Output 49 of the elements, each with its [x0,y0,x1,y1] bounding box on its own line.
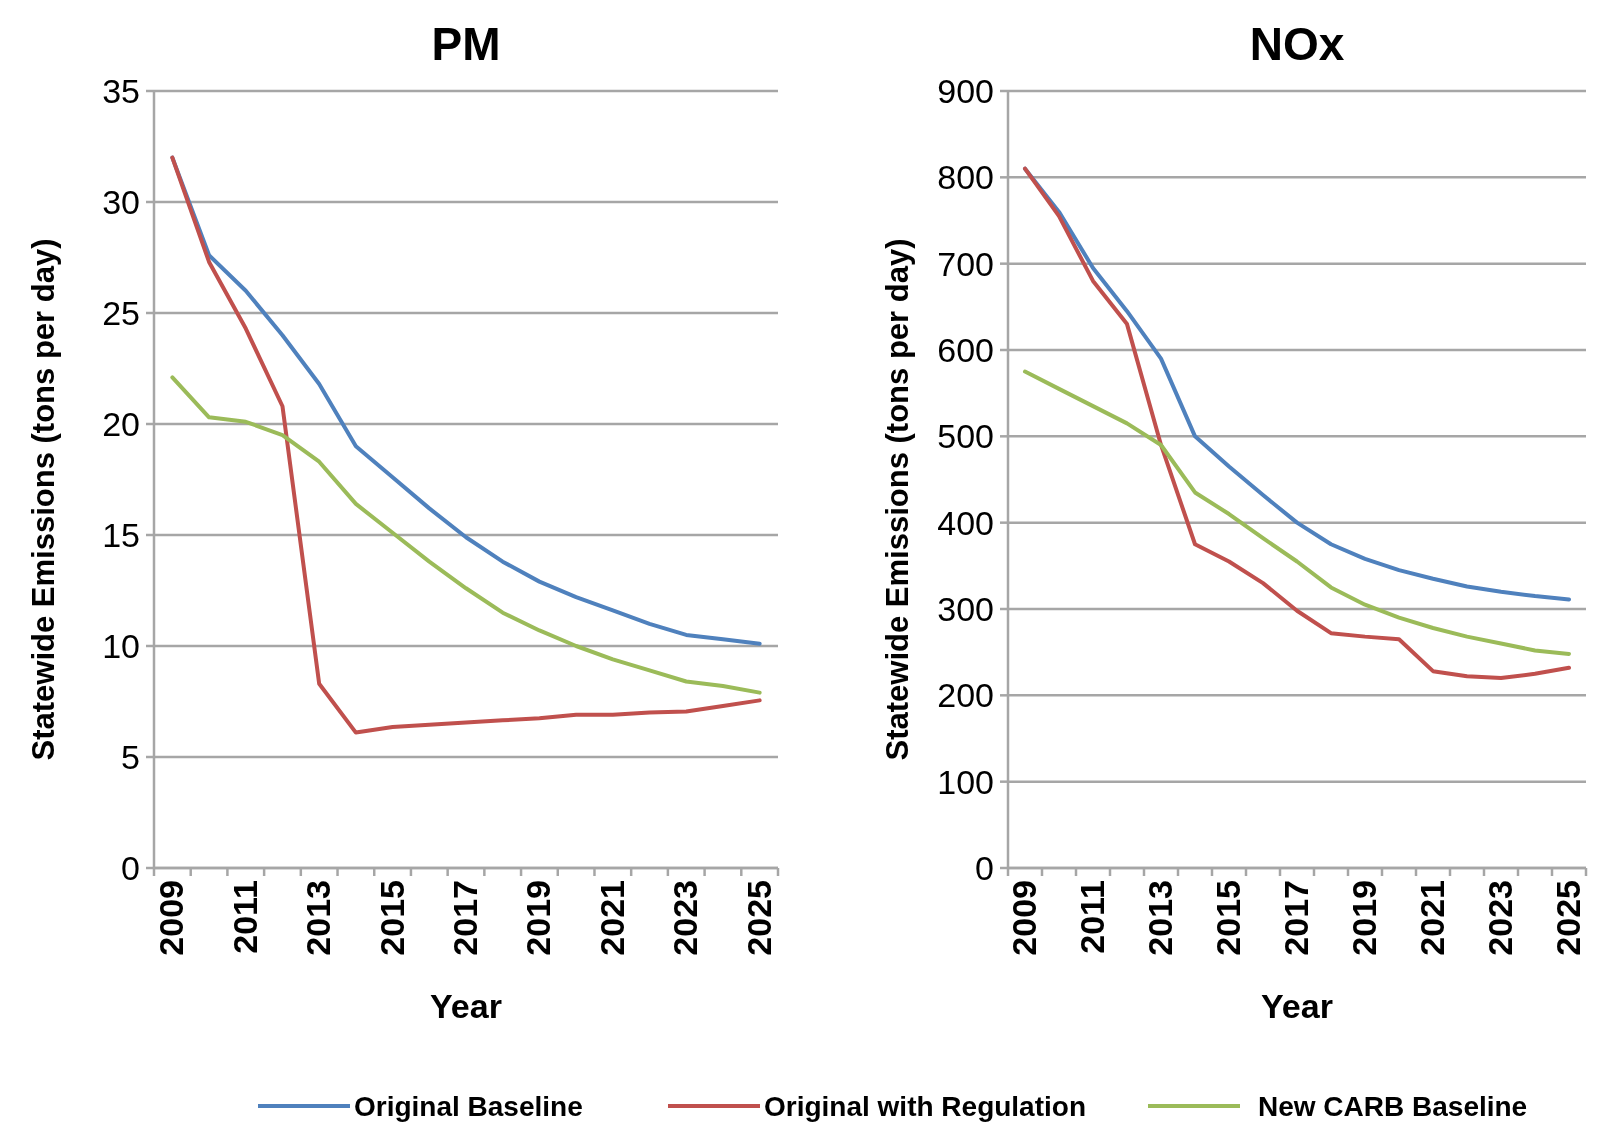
x-tick-label: 2023 [1481,880,1519,956]
y-tick-label: 300 [937,589,994,628]
x-tick-label: 2009 [152,880,191,956]
y-tick-label: 30 [102,182,140,221]
y-tick-label: 100 [937,762,994,801]
x-tick-label: 2013 [1141,880,1179,956]
y-tick-label: 700 [937,244,994,283]
y-axis-title: Statewide Emissions (tons per day) [880,238,915,761]
x-tick-label: 2019 [1345,880,1383,956]
x-tick-label: 2021 [592,880,631,956]
y-tick-label: 20 [102,404,140,443]
x-axis-title: Year [1261,987,1333,1025]
x-tick-label: 2011 [225,880,264,954]
line-series [170,155,762,735]
line-series [1023,166,1571,681]
x-tick-label: 2017 [1277,880,1315,956]
x-tick-label: 2023 [666,880,705,956]
y-tick-label: 0 [121,848,140,887]
legend-label: Original with Regulation [764,1090,1086,1122]
x-tick-label: 2025 [1549,880,1587,956]
x-tick-label: 2025 [739,880,778,956]
line-series [170,375,762,695]
y-tick-label: 600 [937,330,994,369]
y-tick-label: 15 [102,515,140,554]
x-tick-label: 2017 [446,880,484,956]
x-tick-label: 2021 [1413,880,1451,956]
y-tick-label: 500 [937,417,994,456]
x-tick-label: 2011 [1073,880,1111,954]
y-tick-label: 10 [102,626,140,665]
x-tick-label: 2019 [519,880,558,956]
y-tick-label: 800 [937,158,994,197]
y-tick-label: 200 [937,676,994,715]
x-axis-title: Year [430,987,502,1025]
y-tick-label: 400 [937,503,994,542]
x-tick-label: 2015 [372,880,411,956]
x-tick-label: 2009 [1005,880,1043,956]
x-tick-label: 2015 [1209,880,1247,956]
y-tick-label: 0 [975,848,994,887]
legend-label: New CARB Baseline [1258,1090,1528,1122]
y-axis-title: Statewide Emissions (tons per day) [26,238,61,761]
y-tick-label: 35 [102,71,140,110]
legend-label: Original Baseline [354,1090,583,1122]
chart-title: PM [431,18,501,70]
x-tick-label: 2013 [299,880,338,956]
y-tick-label: 900 [937,71,994,110]
y-tick-label: 25 [102,293,140,332]
y-tick-label: 5 [121,737,140,776]
line-series [1023,369,1571,656]
chart-title: NOx [1249,18,1345,70]
